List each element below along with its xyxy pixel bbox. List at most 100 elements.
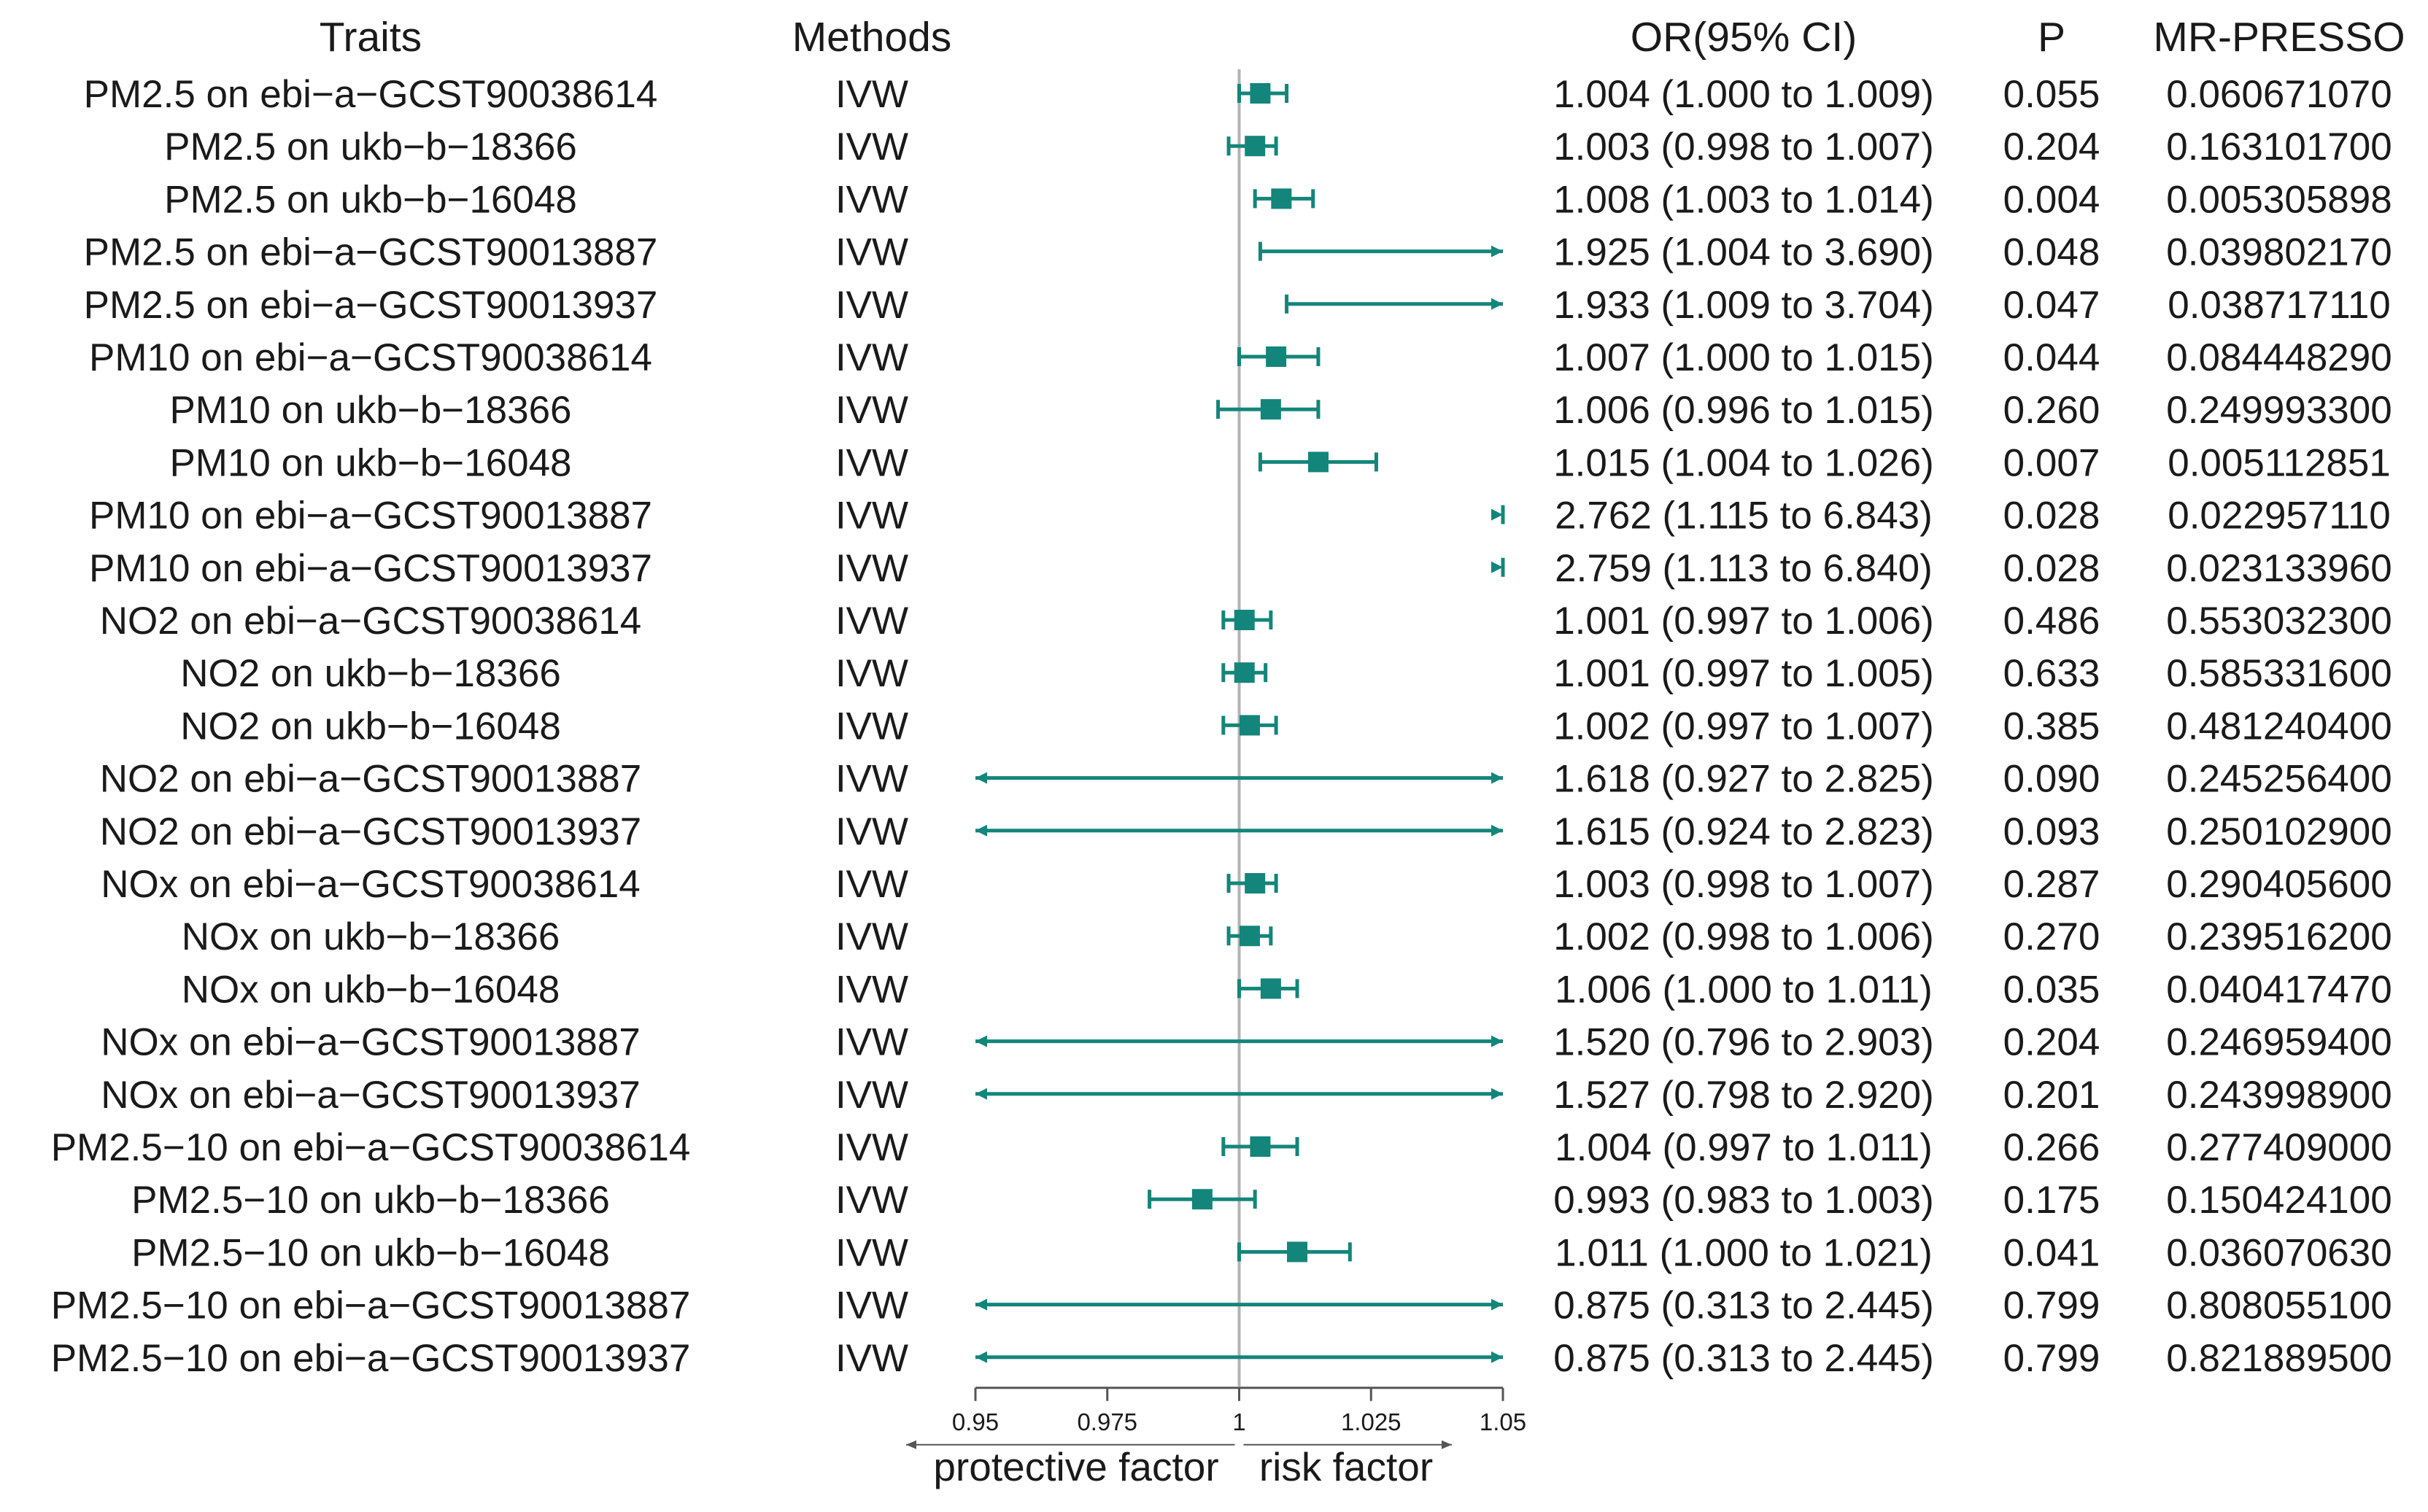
point-estimate <box>1260 399 1281 420</box>
trait-label: NOx on ebi−a−GCST90038614 <box>101 863 641 906</box>
mr-presso-label: 0.022957110 <box>2168 495 2391 538</box>
p-value-label: 0.035 <box>2003 968 2100 1011</box>
point-estimate <box>1287 1241 1308 1263</box>
ci-arrow-left <box>975 1351 987 1363</box>
method-label: IVW <box>835 178 908 221</box>
trait-label: NO2 on ebi−a−GCST90038614 <box>100 600 642 643</box>
method-label: IVW <box>835 389 908 432</box>
p-value-label: 0.799 <box>2003 1284 2100 1327</box>
p-value-label: 0.007 <box>2003 441 2100 484</box>
trait-label: NO2 on ebi−a−GCST90013887 <box>100 758 642 801</box>
or-ci-label: 1.011 (1.000 to 1.021) <box>1555 1231 1933 1274</box>
ci-arrow-right <box>1491 824 1503 837</box>
or-ci-label: 1.006 (1.000 to 1.011) <box>1555 968 1933 1011</box>
or-ci-label: 0.993 (0.983 to 1.003) <box>1553 1179 1934 1222</box>
ci-arrow-right <box>1491 1351 1503 1363</box>
mr-presso-label: 0.277409000 <box>2166 1126 2392 1169</box>
point-estimate <box>1307 451 1329 473</box>
mr-presso-label: 0.246959400 <box>2166 1021 2392 1064</box>
p-value-label: 0.799 <box>2003 1337 2100 1380</box>
or-ci-label: 1.527 (0.798 to 2.920) <box>1553 1074 1934 1117</box>
method-label: IVW <box>835 915 908 958</box>
p-value-label: 0.204 <box>2003 125 2100 168</box>
p-value-label: 0.093 <box>2003 810 2100 853</box>
mr-presso-label: 0.036070630 <box>2166 1231 2392 1274</box>
header-traits: Traits <box>320 14 422 61</box>
p-value-label: 0.201 <box>2003 1074 2100 1117</box>
header-or-ci: OR(95% CI) <box>1631 14 1857 61</box>
method-label: IVW <box>835 705 908 748</box>
method-label: IVW <box>835 758 908 801</box>
or-ci-label: 1.015 (1.004 to 1.026) <box>1553 441 1934 484</box>
or-ci-label: 1.933 (1.009 to 3.704) <box>1553 284 1934 327</box>
or-ci-label: 1.520 (0.796 to 2.903) <box>1553 1021 1934 1064</box>
point-estimate <box>1234 610 1255 630</box>
header-p: P <box>2038 14 2065 61</box>
or-ci-label: 1.002 (0.998 to 1.006) <box>1553 915 1934 958</box>
method-label: IVW <box>835 1284 908 1327</box>
p-value-label: 0.028 <box>2003 495 2100 538</box>
mr-presso-label: 0.553032300 <box>2166 600 2392 643</box>
trait-label: PM2.5−10 on ebi−a−GCST90038614 <box>51 1126 691 1169</box>
or-ci-label: 1.006 (0.996 to 1.015) <box>1553 389 1934 432</box>
trait-label: PM2.5 on ebi−a−GCST90013887 <box>84 231 658 274</box>
x-tick-label: 1 <box>1232 1408 1245 1435</box>
method-label: IVW <box>835 284 908 327</box>
ci-arrow-right <box>1491 561 1503 573</box>
trait-label: NO2 on ukb−b−16048 <box>180 705 561 748</box>
risk-arrow-icon <box>1442 1440 1452 1449</box>
method-label: IVW <box>835 1231 908 1274</box>
p-value-label: 0.270 <box>2003 915 2100 958</box>
or-ci-label: 1.008 (1.003 to 1.014) <box>1553 178 1934 221</box>
ci-arrow-right <box>1491 1035 1503 1047</box>
method-label: IVW <box>835 495 908 538</box>
forest-panel <box>975 69 1505 1387</box>
header-mr-presso: MR-PRESSO <box>2153 14 2405 61</box>
trait-label: NO2 on ukb−b−18366 <box>180 652 561 695</box>
point-estimate <box>1234 662 1255 683</box>
table-body: PM2.5 on ebi−a−GCST90038614 IVW 1.004 (1.0… <box>51 73 2392 1380</box>
trait-label: PM10 on ukb−b−18366 <box>169 389 571 432</box>
trait-label: NOx on ebi−a−GCST90013937 <box>101 1074 641 1117</box>
or-ci-label: 1.002 (0.997 to 1.007) <box>1553 705 1934 748</box>
mr-presso-label: 0.060671070 <box>2166 73 2392 116</box>
method-label: IVW <box>835 1337 908 1380</box>
protective-arrow-icon <box>906 1440 916 1449</box>
mr-presso-label: 0.005305898 <box>2166 178 2392 221</box>
ci-arrow-left <box>975 1088 987 1100</box>
ci-arrow-right <box>1491 508 1503 521</box>
mr-presso-label: 0.245256400 <box>2166 758 2392 801</box>
mr-presso-label: 0.239516200 <box>2166 915 2392 958</box>
or-ci-label: 1.004 (0.997 to 1.011) <box>1555 1126 1933 1169</box>
trait-label: NOx on ebi−a−GCST90013887 <box>101 1021 641 1064</box>
footer-protective-factor: protective factor <box>933 1444 1218 1489</box>
trait-label: PM2.5−10 on ebi−a−GCST90013887 <box>51 1284 691 1327</box>
or-ci-label: 0.875 (0.313 to 2.445) <box>1553 1284 1934 1327</box>
p-value-label: 0.041 <box>2003 1231 2100 1274</box>
method-label: IVW <box>835 863 908 906</box>
p-value-label: 0.633 <box>2003 652 2100 695</box>
method-label: IVW <box>835 1126 908 1169</box>
point-estimate <box>1271 188 1292 209</box>
trait-label: PM2.5 on ukb−b−18366 <box>164 125 577 168</box>
point-estimate <box>1250 1136 1271 1157</box>
trait-label: PM10 on ukb−b−16048 <box>169 441 571 484</box>
mr-presso-label: 0.808055100 <box>2166 1284 2392 1327</box>
point-estimate <box>1266 346 1287 367</box>
or-ci-label: 1.615 (0.924 to 2.823) <box>1553 810 1934 853</box>
p-value-label: 0.204 <box>2003 1021 2100 1064</box>
method-label: IVW <box>835 1074 908 1117</box>
p-value-label: 0.486 <box>2003 600 2100 643</box>
mr-presso-label: 0.243998900 <box>2166 1074 2392 1117</box>
p-value-label: 0.047 <box>2003 284 2100 327</box>
p-value-label: 0.044 <box>2003 336 2100 379</box>
p-value-label: 0.385 <box>2003 705 2100 748</box>
p-value-label: 0.028 <box>2003 547 2100 590</box>
p-value-label: 0.287 <box>2003 863 2100 906</box>
column-headers: Traits Methods OR(95% CI) P MR-PRESSO <box>320 14 2405 61</box>
p-value-label: 0.090 <box>2003 758 2100 801</box>
ci-arrow-right <box>1491 1088 1503 1100</box>
x-tick-label: 0.975 <box>1077 1408 1137 1435</box>
method-label: IVW <box>835 652 908 695</box>
or-ci-label: 2.762 (1.115 to 6.843) <box>1555 495 1933 538</box>
